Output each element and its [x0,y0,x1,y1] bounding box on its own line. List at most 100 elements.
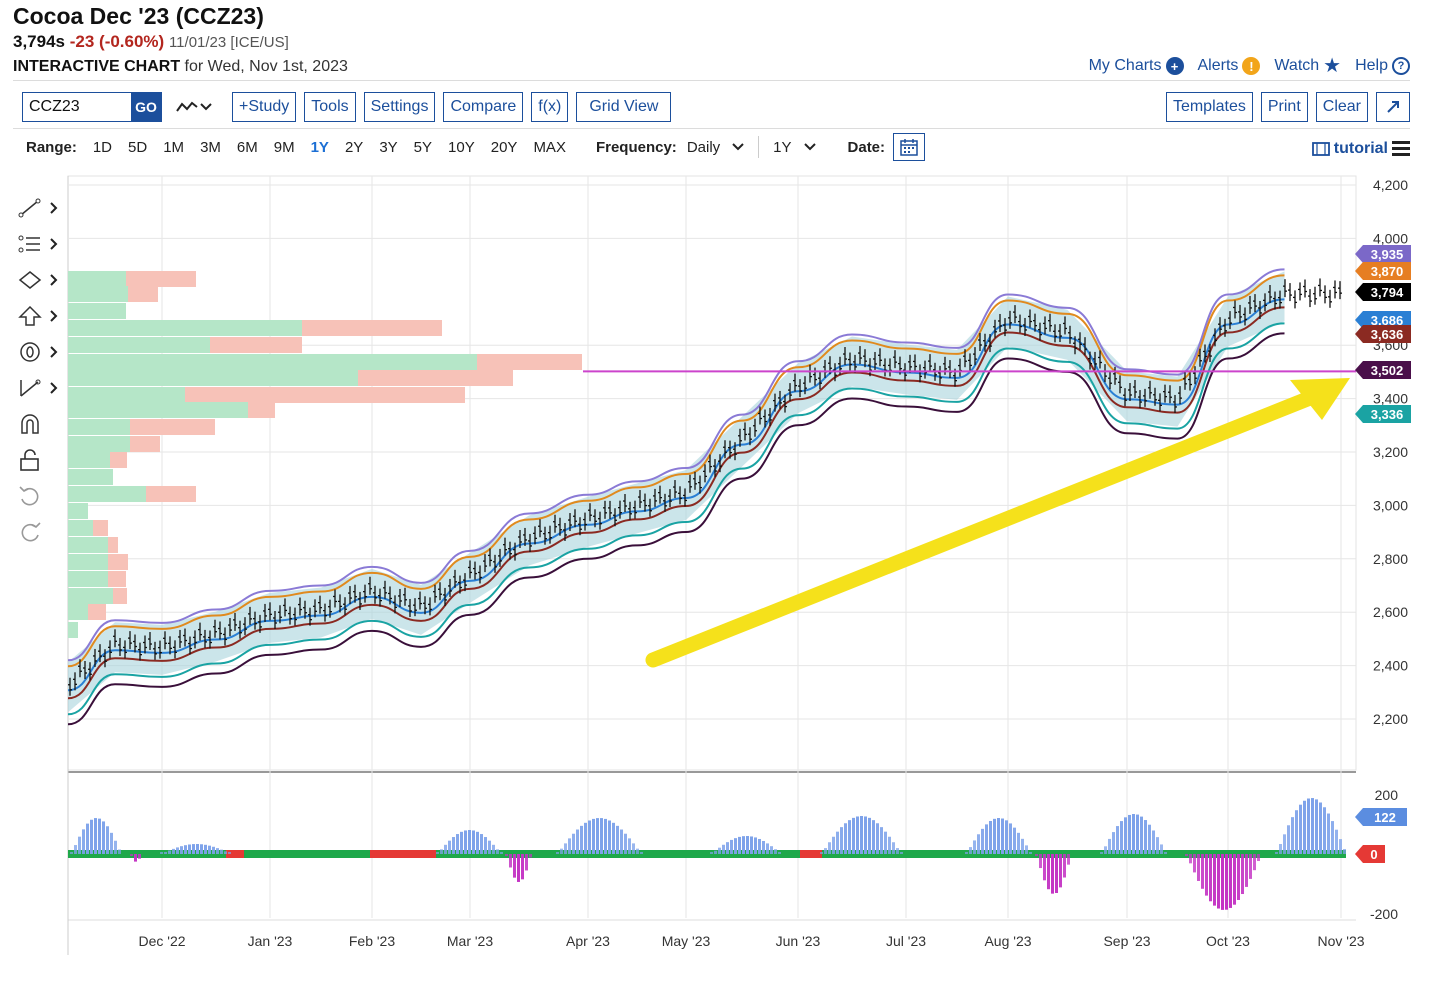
range-1m[interactable]: 1M [163,138,185,156]
fibonacci-tool[interactable] [18,226,62,262]
oscillator-bar [1339,839,1342,854]
volume-profile-down [108,537,118,553]
range-3y[interactable]: 3Y [379,138,398,156]
oscillator-bar [1021,838,1024,854]
volume-profile-down [477,354,582,370]
x-tick-label: Oct '23 [1206,933,1250,949]
tutorial-link[interactable]: tutorial [1311,140,1388,158]
range-6m[interactable]: 6M [236,138,258,156]
magnet-tool[interactable] [18,406,62,442]
volume-profile-up [68,387,185,403]
compare-button[interactable]: Compare [443,92,524,122]
oscillator-bar [1152,830,1155,854]
oscillator-bar [1225,854,1228,910]
calendar-button[interactable] [893,133,926,161]
oscillator-bar [94,818,97,854]
oscillator-bar [710,852,713,854]
chevron-right-icon [50,274,58,286]
price-tag [1355,361,1411,379]
tools-button[interactable]: Tools [304,92,356,122]
oscillator-bar [521,854,524,880]
oscillator-bar [78,836,81,854]
go-button[interactable]: GO [131,93,161,121]
range-bar: Range: 1D 5D 1M 3M 6M 9M 1Y 2Y 3Y 5Y 10Y… [26,133,926,161]
oscillator-bar [529,854,532,858]
price-tag-label: 3,502 [1371,363,1404,378]
oscillator-bar [70,852,73,854]
oscillator-bar [496,849,499,854]
oscillator-bar [636,848,639,854]
period-dropdown[interactable]: 1Y [773,139,816,156]
lock-tool[interactable] [18,442,62,478]
volume-profile-up [68,520,93,536]
grid-view-button[interactable]: Grid View [576,92,672,122]
range-5y[interactable]: 5Y [413,138,433,156]
oscillator-bar [820,852,823,854]
symbol-input[interactable] [23,93,131,121]
oscillator-bar [997,818,1000,854]
oscillator-bar [977,834,980,854]
range-5d[interactable]: 5D [128,138,148,156]
shapes-tool[interactable] [18,262,62,298]
chart-type-dropdown[interactable] [176,100,212,114]
arrow-tool[interactable] [18,298,62,334]
help-link[interactable]: Help ? [1355,57,1410,75]
range-1y[interactable]: 1Y [310,138,329,156]
trendline-tool[interactable] [18,190,62,226]
oscillator-bar [492,844,495,854]
oscillator-bar [608,820,611,854]
range-10y[interactable]: 10Y [448,138,475,156]
range-max[interactable]: MAX [533,138,566,156]
subtitle-bold: INTERACTIVE CHART [13,58,181,75]
function-button[interactable]: f(x) [531,92,569,122]
oscillator-bar [468,830,471,854]
oscillator-bar [624,833,627,854]
volume-profile-down [113,588,127,604]
oscillator-bar [212,846,215,854]
oscillator-bar [969,847,972,854]
oscillator-bar [1343,848,1346,854]
range-20y[interactable]: 20Y [490,138,518,156]
templates-button[interactable]: Templates [1165,92,1253,122]
watch-link[interactable]: Watch ★ [1274,56,1341,76]
range-3m[interactable]: 3M [200,138,221,156]
undo-button[interactable] [18,478,62,514]
range-9m[interactable]: 9M [273,138,295,156]
oscillator-bar [130,854,133,856]
oscillator-bar [440,849,443,854]
chevron-right-icon [50,202,58,214]
y-tick-label: 2,800 [1373,551,1408,567]
my-charts-link[interactable]: My Charts + [1089,57,1184,75]
oscillator-bar [1315,799,1318,854]
hamburger-menu-icon[interactable] [1392,138,1410,159]
oscillator-bar [1039,854,1042,869]
x-tick-label: Jan '23 [248,933,293,949]
annotation-tool[interactable] [18,334,62,370]
add-study-button[interactable]: +Study [232,92,297,122]
oscillator-bar [1017,832,1020,854]
symbol-box: GO [22,92,162,122]
measure-tool[interactable] [18,370,62,406]
oscillator-bar [505,854,508,856]
volume-profile-down [108,554,128,570]
volume-profile-up [68,622,78,638]
range-1d[interactable]: 1D [92,138,113,156]
settings-button[interactable]: Settings [363,92,436,122]
alerts-link[interactable]: Alerts ! [1198,57,1261,75]
arrow-up-icon [18,306,42,326]
alerts-label: Alerts [1197,57,1239,74]
oscillator-bar [1307,798,1310,854]
frequency-dropdown[interactable]: Daily [687,139,744,156]
clear-button[interactable]: Clear [1315,92,1368,122]
oscillator-bar [840,827,843,854]
expand-button[interactable] [1376,92,1410,122]
range-2y[interactable]: 2Y [344,138,364,156]
redo-button[interactable] [18,514,62,550]
oscillator-bar [1327,813,1330,854]
oscillator-bar [580,825,583,854]
help-icon: ? [1392,57,1410,75]
oscillator-tag-label: 122 [1374,810,1396,825]
print-button[interactable]: Print [1260,92,1308,122]
drawing-toolbar [18,190,62,550]
